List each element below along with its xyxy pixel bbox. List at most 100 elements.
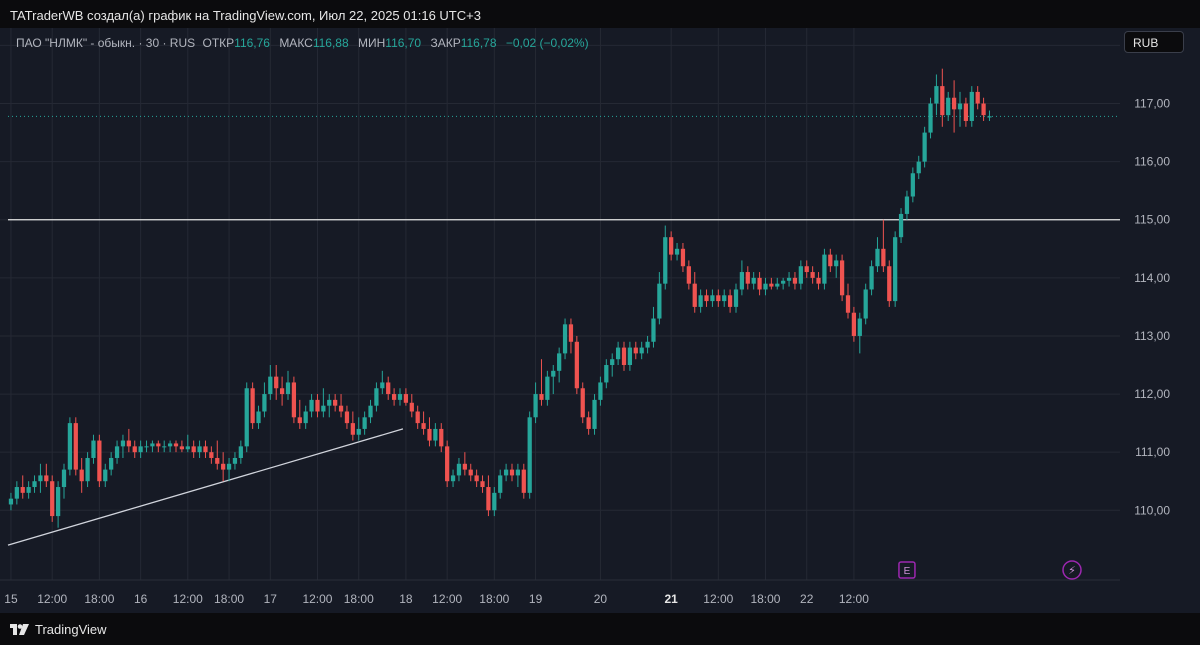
candle-body (480, 481, 485, 488)
candle-body (775, 283, 780, 287)
candle-body (474, 475, 479, 482)
candle-body (851, 312, 857, 336)
time-tick-label: 15 (4, 592, 18, 606)
trendline-layer (7, 428, 404, 546)
candle-body (610, 359, 615, 366)
candle-body (303, 411, 308, 424)
candle-body (586, 417, 591, 429)
candle-body (763, 283, 768, 290)
candle-body (38, 475, 43, 482)
time-tick-label: 20 (594, 592, 608, 606)
tradingview-logo[interactable]: TradingView (10, 622, 107, 637)
candle-body (61, 469, 67, 488)
candle-body (103, 469, 108, 482)
candle-body (256, 411, 261, 424)
candle-body (716, 295, 721, 302)
high-value: 116,88 (312, 36, 349, 50)
candle-body (839, 260, 845, 296)
candle-body (798, 266, 803, 284)
candle-body (203, 446, 208, 453)
candle-body (498, 475, 503, 493)
candle-body (828, 254, 833, 267)
time-tick-label: 18:00 (750, 592, 780, 606)
candle-body (568, 324, 574, 342)
open-label: ОТКР (202, 36, 235, 50)
earnings-icon (898, 561, 916, 579)
candle-body (209, 452, 214, 458)
candle-body (615, 347, 621, 360)
lightning-marker-label: ⚡ (1068, 564, 1076, 577)
candle-body (686, 266, 691, 284)
candle-body (421, 423, 426, 429)
time-tick-label: 12:00 (173, 592, 203, 606)
candle-body (285, 382, 291, 395)
candle-body (462, 463, 467, 470)
candle-body (633, 347, 638, 354)
candle-body (810, 272, 815, 278)
low-label: МИН (358, 36, 386, 50)
time-tick-label: 16 (134, 592, 148, 606)
candle-body (14, 487, 19, 499)
candle-body (415, 411, 420, 424)
candle-body (126, 440, 131, 447)
candle-body (450, 475, 456, 482)
candle-body (975, 91, 980, 104)
candle-body (804, 266, 809, 273)
candle-body (893, 237, 898, 302)
candle-body (745, 272, 750, 284)
candle-body (604, 365, 609, 383)
candle-body (951, 97, 957, 110)
candle-body (722, 295, 727, 302)
candle-body (238, 446, 243, 458)
price-tick-label: 113,00 (1134, 329, 1170, 343)
candle-body (44, 475, 49, 482)
candle-body (881, 248, 886, 267)
candle-body (769, 283, 774, 287)
x-axis: 15 12:00 18:00 16 12:00 18:00 17 12:00 18:00 18 12… (0, 579, 1120, 606)
candle-body (651, 318, 656, 342)
candle-body (781, 280, 786, 284)
candle-body (226, 463, 232, 470)
time-tick-label: 18:00 (344, 592, 374, 606)
candle-body (934, 86, 939, 104)
candle-body (350, 423, 355, 435)
candle-body (875, 248, 880, 267)
candle-body (904, 196, 910, 214)
candle-body (509, 469, 515, 476)
time-tick-label: 12:00 (432, 592, 462, 606)
candle-body (262, 394, 267, 412)
candle-body (786, 277, 792, 281)
candle-body (692, 283, 697, 307)
candle-body (657, 283, 662, 319)
candle-body (79, 469, 84, 482)
candle-body (869, 266, 874, 290)
candle-body (580, 388, 585, 418)
candle-body (156, 443, 161, 447)
candle-body (574, 341, 579, 389)
time-tick-label: 12:00 (703, 592, 733, 606)
candle-body (863, 289, 868, 319)
candle-body (244, 388, 249, 447)
tradingview-brand: TradingView (35, 622, 107, 637)
time-tick-label: 12:00 (839, 592, 869, 606)
candle-body (274, 376, 279, 389)
candle-body (521, 469, 526, 493)
candle-body (957, 103, 963, 110)
currency-button[interactable]: RUB (1124, 31, 1184, 53)
candle-body (710, 295, 715, 302)
candle-body (916, 161, 921, 174)
candle-body (397, 394, 403, 400)
time-tick-label: 18:00 (214, 592, 244, 606)
candle-body (468, 469, 473, 476)
candle-body (55, 487, 61, 517)
candle-body (191, 446, 196, 453)
candle-body (356, 428, 361, 435)
candle-body (132, 446, 137, 453)
candle-body (492, 492, 497, 511)
candle-body (315, 399, 320, 412)
candle-body (981, 103, 986, 116)
candle-body (857, 318, 862, 336)
candle-body (368, 405, 373, 418)
